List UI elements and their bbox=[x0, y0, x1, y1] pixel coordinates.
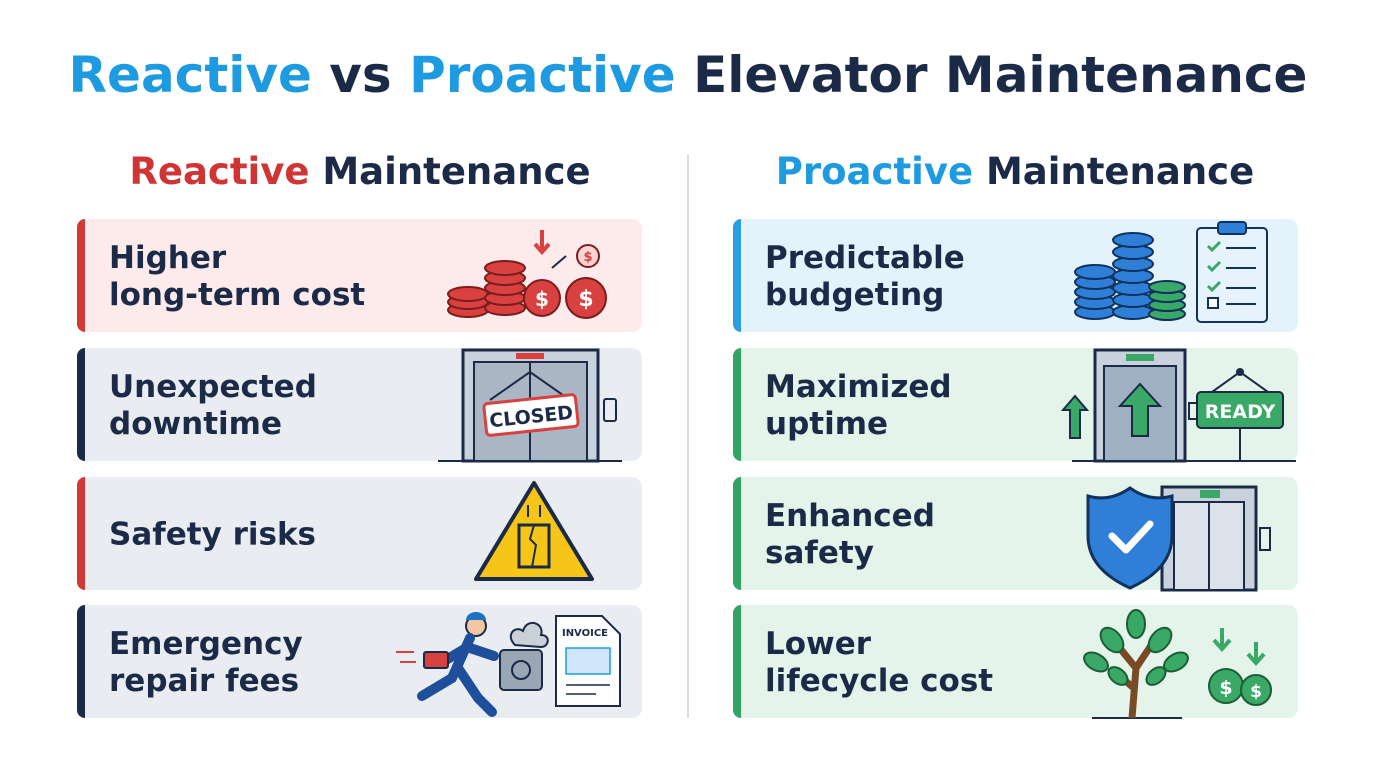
card-accent bbox=[77, 227, 82, 324]
card-text: uptime bbox=[765, 406, 888, 442]
card-accent bbox=[733, 485, 738, 582]
title-part: Reactive bbox=[69, 46, 312, 104]
title-part: Proactive bbox=[409, 46, 676, 104]
card-text: Predictable bbox=[765, 240, 965, 276]
card-text: Unexpected bbox=[109, 369, 317, 405]
column-heading: Proactive Maintenance bbox=[776, 150, 1254, 193]
budget-icon bbox=[1074, 221, 1268, 323]
card-text: budgeting bbox=[765, 277, 944, 313]
card-text: repair fees bbox=[109, 663, 299, 699]
warning-icon bbox=[474, 481, 594, 581]
card-accent bbox=[77, 613, 82, 710]
card-text: Emergency bbox=[109, 626, 303, 662]
icon-label: INVOICE bbox=[562, 628, 608, 639]
heading-part: Reactive bbox=[129, 150, 309, 193]
heading-part: Maintenance bbox=[322, 150, 590, 193]
lifecycle-icon bbox=[1083, 609, 1272, 719]
icon-label: $ bbox=[578, 287, 593, 312]
safety-icon bbox=[1086, 485, 1271, 592]
column-heading: Reactive Maintenance bbox=[129, 150, 590, 193]
title-part: Elevator Maintenance bbox=[693, 46, 1307, 104]
card-accent bbox=[77, 356, 82, 453]
card-accent bbox=[77, 485, 82, 582]
heading-part: Maintenance bbox=[986, 150, 1254, 193]
icon-label: READY bbox=[1205, 401, 1276, 423]
closed-elevator-icon bbox=[438, 348, 622, 463]
card-text: safety bbox=[765, 535, 874, 571]
coins-icon bbox=[447, 230, 607, 319]
uptime-icon bbox=[1060, 348, 1296, 463]
card-text: long-term cost bbox=[109, 277, 365, 313]
card-text: Maximized bbox=[765, 369, 952, 405]
card-text: Enhanced bbox=[765, 498, 935, 534]
title-part: vs bbox=[329, 46, 391, 104]
card-accent bbox=[733, 227, 738, 324]
icon-label: $ bbox=[535, 287, 549, 311]
icon-label: $ bbox=[1250, 682, 1262, 702]
icon-label: $ bbox=[1219, 677, 1232, 699]
card-text: lifecycle cost bbox=[765, 663, 993, 699]
heading-part: Proactive bbox=[776, 150, 973, 193]
icon-label: $ bbox=[583, 250, 592, 265]
title: Reactive vs Proactive Elevator Maintenan… bbox=[69, 46, 1308, 104]
card-accent bbox=[733, 613, 738, 710]
card-text: downtime bbox=[109, 406, 282, 442]
card-accent bbox=[733, 356, 738, 453]
card-text: Lower bbox=[765, 626, 872, 662]
card-text: Safety risks bbox=[109, 517, 316, 553]
emergency-icon bbox=[396, 612, 621, 717]
card-text: Higher bbox=[109, 240, 227, 276]
